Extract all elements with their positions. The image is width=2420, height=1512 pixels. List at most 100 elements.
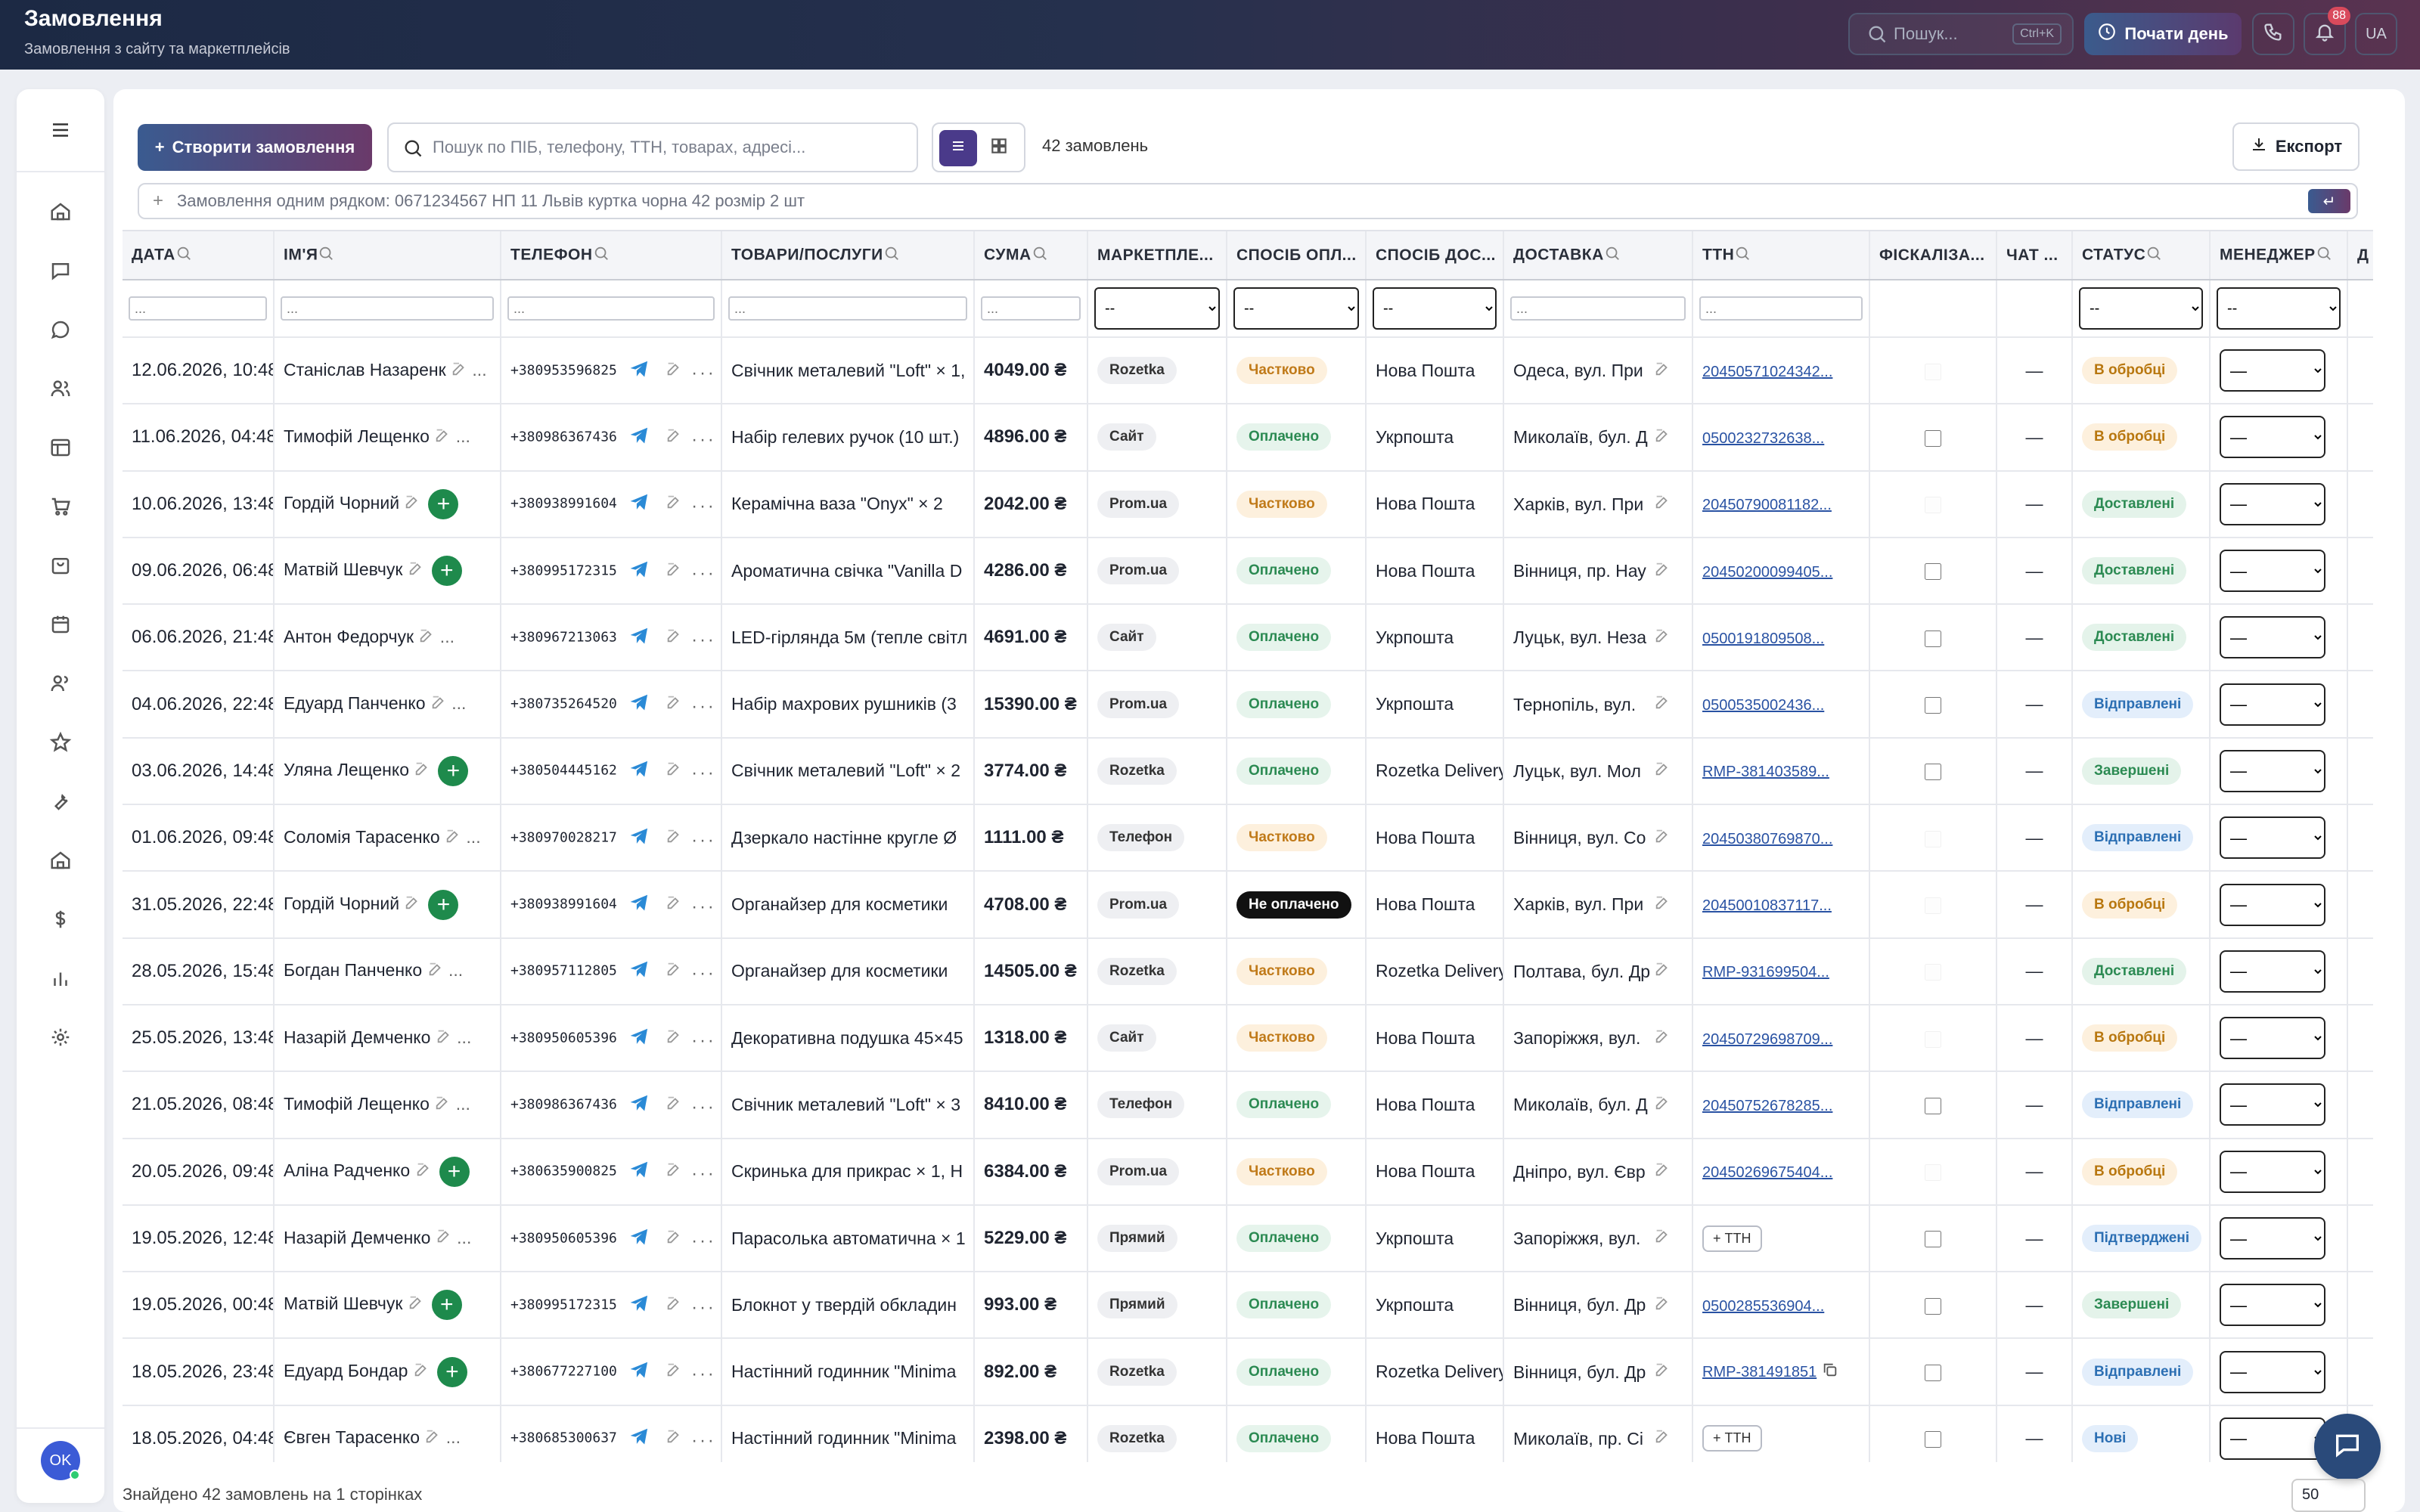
more-icon[interactable]: ... bbox=[441, 1427, 461, 1448]
manager-select[interactable]: — bbox=[2220, 883, 2325, 926]
column-header[interactable]: СТАТУС bbox=[2072, 231, 2211, 280]
phone-number[interactable]: +380967213063 bbox=[510, 629, 617, 646]
phone-number[interactable]: +380685300637 bbox=[510, 1430, 617, 1446]
column-header[interactable]: МЕНЕДЖЕР bbox=[2210, 231, 2348, 280]
edit-icon[interactable] bbox=[1654, 1295, 1671, 1316]
phone-number[interactable]: +380677227100 bbox=[510, 1363, 617, 1380]
cart-icon[interactable] bbox=[44, 490, 77, 523]
customer-name[interactable]: Станіслав Назаренк bbox=[284, 359, 446, 380]
customer-name[interactable]: Уляна Лещенко bbox=[284, 760, 409, 779]
telegram-icon[interactable] bbox=[629, 1293, 650, 1318]
column-header[interactable]: ДАТА bbox=[123, 231, 275, 280]
fiscalization-checkbox[interactable] bbox=[1925, 1297, 1941, 1315]
manager-select[interactable]: — bbox=[2220, 1350, 2325, 1393]
calendar-icon[interactable] bbox=[44, 608, 77, 641]
edit-icon[interactable] bbox=[666, 561, 682, 581]
edit-icon[interactable] bbox=[666, 427, 682, 448]
export-button[interactable]: Експорт bbox=[2232, 122, 2360, 171]
column-filter-select[interactable]: -- bbox=[2217, 287, 2341, 330]
chart-icon[interactable] bbox=[44, 962, 77, 995]
customer-name[interactable]: Соломія Тарасенко bbox=[284, 826, 440, 847]
message-icon[interactable] bbox=[44, 313, 77, 346]
fiscalization-checkbox[interactable] bbox=[1925, 429, 1941, 447]
fiscalization-checkbox[interactable] bbox=[1925, 630, 1941, 647]
column-filter-input[interactable] bbox=[981, 296, 1081, 321]
edit-icon[interactable] bbox=[1654, 1095, 1671, 1116]
ttn-link[interactable]: 20450752678285... bbox=[1702, 1097, 1833, 1114]
phone-number[interactable]: +380950605396 bbox=[510, 1230, 617, 1246]
edit-icon[interactable] bbox=[1654, 494, 1671, 515]
edit-icon[interactable] bbox=[666, 1362, 682, 1382]
edit-icon[interactable] bbox=[430, 694, 447, 715]
table-row[interactable]: 03.06.2026, 14:48 Уляна Лещенко + +3805044… bbox=[123, 737, 2373, 806]
more-icon[interactable]: ... bbox=[681, 562, 715, 579]
table-row[interactable]: 04.06.2026, 22:48 Едуард Панченко ... +380… bbox=[123, 671, 2373, 739]
more-icon[interactable]: ... bbox=[446, 693, 467, 714]
warehouse-icon[interactable] bbox=[44, 844, 77, 877]
customer-name[interactable]: Богдан Панченко bbox=[284, 960, 423, 981]
phone-number[interactable]: +380938991604 bbox=[510, 896, 617, 912]
edit-icon[interactable] bbox=[1654, 961, 1671, 982]
more-icon[interactable]: ... bbox=[681, 429, 715, 445]
phone-number[interactable]: +380735264520 bbox=[510, 696, 617, 712]
more-icon[interactable]: ... bbox=[681, 1163, 715, 1179]
telegram-icon[interactable] bbox=[629, 1026, 650, 1051]
ttn-link[interactable]: 0500232732638... bbox=[1702, 429, 1825, 447]
table-row[interactable]: 01.06.2026, 09:48 Соломія Тарасенко ... +3… bbox=[123, 804, 2373, 872]
notifications-button[interactable]: 88 bbox=[2304, 7, 2350, 55]
phone-number[interactable]: +380970028217 bbox=[510, 829, 617, 846]
edit-icon[interactable] bbox=[434, 1095, 451, 1116]
edit-icon[interactable] bbox=[415, 1161, 432, 1182]
column-filter-select[interactable]: -- bbox=[1094, 287, 1220, 330]
more-icon[interactable]: ... bbox=[681, 762, 715, 779]
ttn-link[interactable]: 20450790081182... bbox=[1702, 497, 1832, 514]
table-row[interactable]: 20.05.2026, 09:48 Аліна Радченко + +380635… bbox=[123, 1138, 2373, 1206]
column-header[interactable]: ЧАТ ... bbox=[1996, 231, 2073, 280]
support-chat-button[interactable] bbox=[2314, 1414, 2381, 1480]
column-search-icon[interactable] bbox=[593, 245, 610, 266]
column-filter-input[interactable] bbox=[507, 296, 715, 321]
ttn-link[interactable]: RMP-381491851 bbox=[1702, 1364, 1817, 1381]
users-icon[interactable] bbox=[44, 372, 77, 405]
column-search-icon[interactable] bbox=[2145, 245, 2162, 266]
edit-icon[interactable] bbox=[408, 560, 424, 581]
add-customer-button[interactable]: + bbox=[431, 1290, 462, 1321]
column-filter-select[interactable]: -- bbox=[2079, 287, 2203, 330]
orders-search[interactable] bbox=[387, 122, 918, 172]
edit-icon[interactable] bbox=[1654, 1428, 1671, 1449]
edit-icon[interactable] bbox=[404, 494, 420, 515]
column-filter-input[interactable] bbox=[129, 296, 267, 321]
more-icon[interactable]: ... bbox=[681, 495, 715, 512]
column-header[interactable]: ТОВАРИ/ПОСЛУГИ bbox=[721, 231, 975, 280]
table-row[interactable]: 09.06.2026, 06:48 Матвій Шевчук + +3809951… bbox=[123, 537, 2373, 606]
manager-select[interactable]: — bbox=[2220, 683, 2325, 726]
table-row[interactable]: 19.05.2026, 12:48 Назарій Демченко ... +38… bbox=[123, 1204, 2373, 1273]
edit-icon[interactable] bbox=[666, 627, 682, 648]
team-icon[interactable] bbox=[44, 667, 77, 700]
customer-name[interactable]: Едуард Панченко bbox=[284, 693, 426, 714]
star-icon[interactable] bbox=[44, 726, 77, 759]
fiscalization-checkbox[interactable] bbox=[1925, 764, 1941, 781]
ttn-link[interactable]: 20450571024342... bbox=[1702, 363, 1833, 380]
phone-number[interactable]: +380953596825 bbox=[510, 362, 617, 379]
add-customer-button[interactable]: + bbox=[431, 556, 462, 587]
edit-icon[interactable] bbox=[424, 1428, 441, 1449]
more-icon[interactable]: ... bbox=[681, 1297, 715, 1313]
column-search-icon[interactable] bbox=[1604, 245, 1621, 266]
more-icon[interactable]: ... bbox=[467, 359, 487, 380]
fiscalization-checkbox[interactable] bbox=[1925, 697, 1941, 714]
more-icon[interactable]: ... bbox=[681, 362, 715, 379]
customer-name[interactable]: Тимофій Лещенко bbox=[284, 426, 430, 446]
edit-icon[interactable] bbox=[666, 694, 682, 714]
manager-select[interactable]: — bbox=[2220, 1217, 2325, 1259]
manager-select[interactable]: — bbox=[2220, 482, 2325, 525]
telegram-icon[interactable] bbox=[629, 425, 650, 450]
add-customer-button[interactable]: + bbox=[438, 755, 469, 786]
fiscalization-checkbox[interactable] bbox=[1925, 1431, 1941, 1448]
ttn-link[interactable]: RMP-381403589... bbox=[1702, 764, 1829, 781]
column-header[interactable]: СПОСІБ ДОС... bbox=[1366, 231, 1504, 280]
dollar-icon[interactable] bbox=[44, 903, 77, 936]
edit-icon[interactable] bbox=[436, 1028, 452, 1049]
fiscalization-checkbox[interactable] bbox=[1925, 1231, 1941, 1248]
edit-icon[interactable] bbox=[1654, 894, 1671, 916]
